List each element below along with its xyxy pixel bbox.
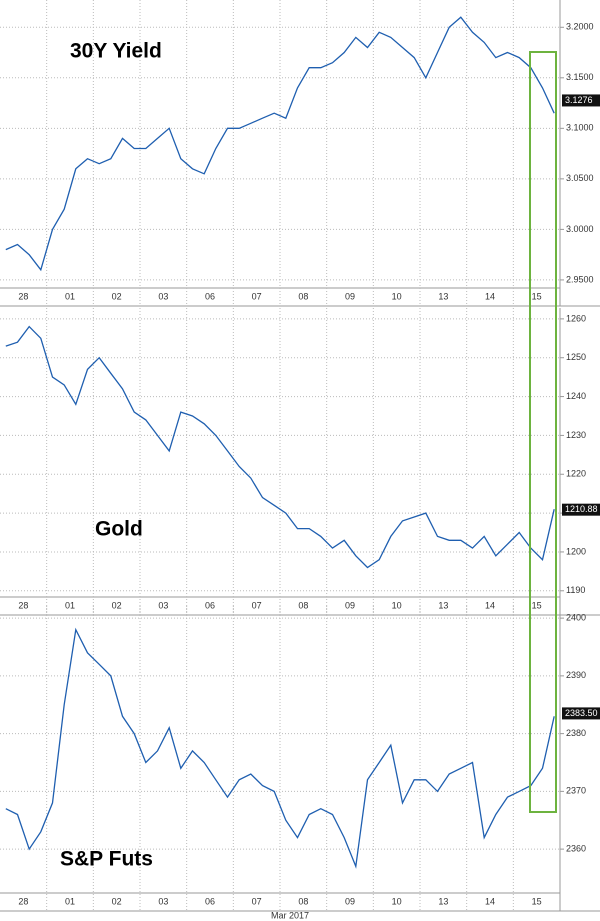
x-tick-label: 14 xyxy=(485,600,495,610)
x-tick-label: 14 xyxy=(485,291,495,301)
y-tick-label: 1230 xyxy=(566,430,586,440)
price-line xyxy=(5,325,555,569)
x-tick-label: 08 xyxy=(298,600,308,610)
x-tick-label: 07 xyxy=(252,291,262,301)
x-tick-label: 14 xyxy=(485,896,495,906)
y-tick-label: 1190 xyxy=(566,585,585,595)
y-tick-label: 2390 xyxy=(566,670,586,680)
x-tick-label: 15 xyxy=(532,291,542,301)
x-tick-label: 28 xyxy=(18,896,28,906)
x-tick-label: 07 xyxy=(252,600,262,610)
last-value-label: 1210.88 xyxy=(565,504,598,514)
x-tick-label: 02 xyxy=(112,896,122,906)
x-tick-label: 07 xyxy=(252,896,262,906)
y-tick-label: 3.1500 xyxy=(566,72,594,82)
x-tick-label: 09 xyxy=(345,291,355,301)
x-tick-label: 06 xyxy=(205,291,215,301)
y-tick-label: 1260 xyxy=(566,313,586,323)
x-tick-label: 06 xyxy=(205,896,215,906)
x-tick-label: 01 xyxy=(65,600,75,610)
y-tick-label: 2370 xyxy=(566,786,586,796)
x-tick-label: 10 xyxy=(392,291,402,301)
x-tick-label: 15 xyxy=(532,600,542,610)
x-tick-label: 03 xyxy=(158,291,168,301)
y-tick-label: 1220 xyxy=(566,469,586,479)
x-tick-label: 09 xyxy=(345,600,355,610)
panel-title: 30Y Yield xyxy=(70,40,162,63)
last-value-box xyxy=(562,503,600,516)
y-tick-label: 3.2000 xyxy=(566,22,594,32)
y-tick-label: 2380 xyxy=(566,728,586,738)
x-tick-label: 15 xyxy=(532,896,542,906)
x-tick-label: 13 xyxy=(438,600,448,610)
y-tick-label: 2400 xyxy=(566,613,586,623)
x-tick-label: 03 xyxy=(158,896,168,906)
last-value-box xyxy=(562,707,600,720)
y-tick-label: 3.0000 xyxy=(566,224,594,234)
x-tick-label: 02 xyxy=(112,291,122,301)
x-tick-label: 08 xyxy=(298,896,308,906)
x-tick-label: 10 xyxy=(392,896,402,906)
x-tick-label: 02 xyxy=(112,600,122,610)
x-axis-label: Mar 2017 xyxy=(271,910,309,920)
last-value-label: 2383.50 xyxy=(565,708,598,718)
x-tick-label: 03 xyxy=(158,600,168,610)
x-tick-label: 09 xyxy=(345,896,355,906)
x-tick-label: 28 xyxy=(18,291,28,301)
panel-title: Gold xyxy=(95,518,143,541)
price-line xyxy=(5,627,555,869)
panel-title: S&P Futs xyxy=(60,848,153,871)
x-tick-label: 13 xyxy=(438,291,448,301)
y-tick-label: 2360 xyxy=(566,843,586,853)
x-tick-label: 06 xyxy=(205,600,215,610)
y-tick-label: 3.0500 xyxy=(566,173,594,183)
x-tick-label: 01 xyxy=(65,291,75,301)
x-tick-label: 10 xyxy=(392,600,402,610)
last-value-box xyxy=(562,94,600,107)
x-tick-label: 13 xyxy=(438,896,448,906)
y-tick-label: 1200 xyxy=(566,546,586,556)
y-tick-label: 1240 xyxy=(566,391,586,401)
x-tick-label: 08 xyxy=(298,291,308,301)
last-value-label: 3.1276 xyxy=(565,95,593,105)
x-tick-label: 28 xyxy=(18,600,28,610)
highlight-box xyxy=(529,51,557,813)
y-tick-label: 3.1000 xyxy=(566,123,594,133)
x-tick-label: 01 xyxy=(65,896,75,906)
y-tick-label: 2.9500 xyxy=(566,274,594,284)
y-tick-label: 1250 xyxy=(566,352,586,362)
price-line xyxy=(5,16,555,272)
